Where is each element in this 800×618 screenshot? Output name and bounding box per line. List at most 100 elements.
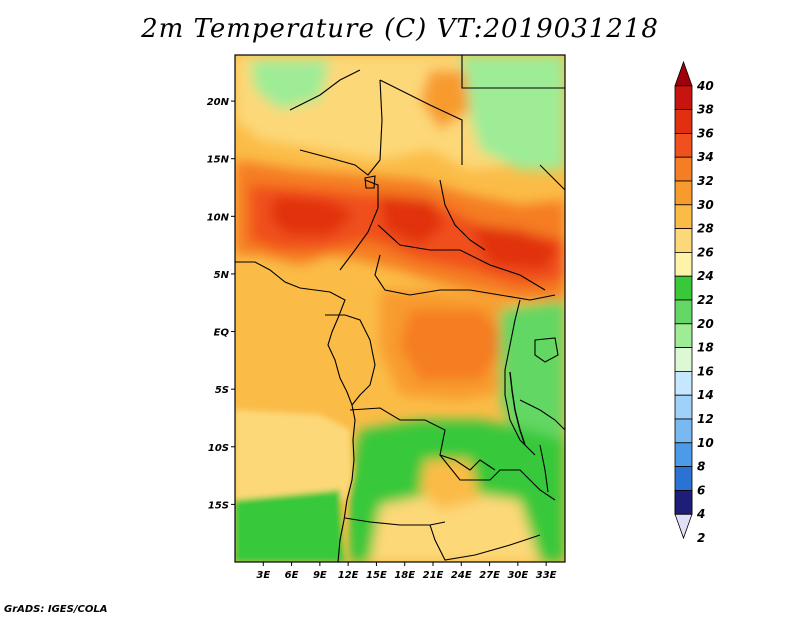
region-sahel-peak xyxy=(270,195,355,235)
coastline-west-africa xyxy=(235,261,356,562)
x-tick-label: 33E xyxy=(536,570,557,581)
x-tick-label: 30E xyxy=(507,570,528,581)
y-tick-label: 20N xyxy=(207,97,230,108)
border-drc-angola xyxy=(349,407,496,471)
region-kalahari-warm xyxy=(370,490,540,562)
colorbar-label: 18 xyxy=(697,341,714,355)
colorbar-label: 26 xyxy=(697,245,714,259)
colorbar-label: 2 xyxy=(697,531,705,545)
colorbar-swatch xyxy=(674,442,693,467)
y-tick-label: 5N xyxy=(214,270,230,281)
region-southern-ocean xyxy=(235,410,352,505)
colorbar-swatch xyxy=(674,299,693,325)
region-ocean-cool xyxy=(235,490,345,562)
colorbar-top-arrow xyxy=(674,60,693,87)
border-botswana xyxy=(429,524,541,561)
colorbar-swatch xyxy=(674,180,693,206)
border-tanzania xyxy=(519,399,565,431)
border-libya-chad xyxy=(379,79,463,165)
x-tick-label: 3E xyxy=(256,570,270,581)
y-tick-label: 5S xyxy=(215,385,229,396)
grads-credit: GrADS: IGES/COLA xyxy=(4,604,108,615)
lake-malawi xyxy=(539,444,549,493)
colorbar-swatch xyxy=(674,370,693,396)
colorbar-swatch xyxy=(674,228,693,253)
region-sahara-green-ne xyxy=(460,55,565,170)
border-sudan-ethiopia xyxy=(539,164,565,191)
region-sahel-peak-east xyxy=(380,195,445,245)
x-tick-label: 24E xyxy=(451,570,472,581)
colorbar: 40 38 36 34 32 30 28 26 24 22 20 18 16 14 12 10 8 6 4 2 xyxy=(674,60,714,545)
region-zambia-warm xyxy=(420,460,480,510)
x-axis: 3E 6E 9E 12E 15E 18E 21E 24E 27E 30E 33E xyxy=(256,562,557,581)
colorbar-swatch xyxy=(674,132,693,158)
colorbar-swatch xyxy=(674,156,693,182)
border-car xyxy=(377,224,546,291)
x-tick-label: 27E xyxy=(479,570,500,581)
colorbar-label: 30 xyxy=(697,198,714,212)
region-sahel-peak-far-east xyxy=(470,225,560,270)
x-tick-label: 21E xyxy=(423,570,444,581)
colorbar-swatch xyxy=(674,466,693,491)
colorbar-label: 14 xyxy=(697,388,714,402)
border-zambia xyxy=(439,454,556,501)
y-tick-label: 10N xyxy=(207,212,230,223)
border-algeria-niger xyxy=(289,69,361,111)
colorbar-swatch xyxy=(674,489,693,515)
x-tick-label: 6E xyxy=(285,570,299,581)
temperature-field xyxy=(235,55,565,562)
lake-tanganyika xyxy=(509,371,526,446)
colorbar-label: 38 xyxy=(697,103,714,117)
x-tick-label: 18E xyxy=(394,570,415,581)
region-hot-ne xyxy=(420,70,470,130)
y-tick-label: EQ xyxy=(214,328,230,339)
country-borders xyxy=(235,55,565,562)
y-tick-label: 15S xyxy=(208,500,229,511)
colorbar-label: 6 xyxy=(697,483,705,497)
colorbar-label: 40 xyxy=(696,79,714,93)
colorbar-swatch xyxy=(674,323,693,348)
colorbar-swatch xyxy=(674,418,693,444)
colorbar-bottom-arrow xyxy=(674,513,693,540)
colorbar-label: 24 xyxy=(697,269,714,283)
y-tick-label: 10S xyxy=(208,443,229,454)
colorbar-label: 16 xyxy=(697,364,714,378)
x-tick-label: 9E xyxy=(313,570,327,581)
colorbar-swatch xyxy=(674,394,693,420)
colorbar-label: 10 xyxy=(697,436,714,450)
colorbar-swatch xyxy=(674,347,693,372)
colorbar-label: 12 xyxy=(697,412,714,426)
border-chad-sudan xyxy=(439,179,486,251)
x-tick-label: 15E xyxy=(366,570,387,581)
colorbar-label: 34 xyxy=(697,150,714,164)
y-tick-label: 15N xyxy=(207,155,230,166)
border-congo-car xyxy=(374,254,556,301)
border-nigeria-cameroon xyxy=(339,179,379,271)
x-tick-label: 12E xyxy=(338,570,359,581)
region-congo-basin xyxy=(400,310,510,380)
lake-victoria xyxy=(534,337,559,363)
colorbar-label: 36 xyxy=(697,126,714,140)
chart-title: 2m Temperature (C) VT:2019031218 xyxy=(141,14,659,44)
colorbar-label: 28 xyxy=(697,222,714,236)
map-frame xyxy=(234,54,566,563)
border-drc-east xyxy=(504,299,536,456)
region-sahara-green-nw xyxy=(250,60,330,110)
y-axis: 20N 15N 10N 5N EQ 5S 10S 15S xyxy=(207,97,235,511)
border-niger-chad xyxy=(299,79,383,176)
border-egypt-sudan xyxy=(461,55,565,89)
colorbar-swatch xyxy=(674,204,693,230)
colorbar-swatch xyxy=(674,275,693,301)
colorbar-label: 4 xyxy=(696,507,705,521)
border-gabon-congo xyxy=(325,314,376,406)
colorbar-label: 22 xyxy=(697,293,714,307)
colorbar-label: 8 xyxy=(697,460,705,474)
colorbar-swatch xyxy=(674,109,693,134)
colorbar-label: 20 xyxy=(697,317,714,331)
border-angola-namibia xyxy=(344,517,446,526)
colorbar-label: 32 xyxy=(697,174,714,188)
colorbar-swatch xyxy=(674,251,693,277)
colorbar-swatch xyxy=(674,85,693,111)
lake-chad xyxy=(364,175,376,189)
